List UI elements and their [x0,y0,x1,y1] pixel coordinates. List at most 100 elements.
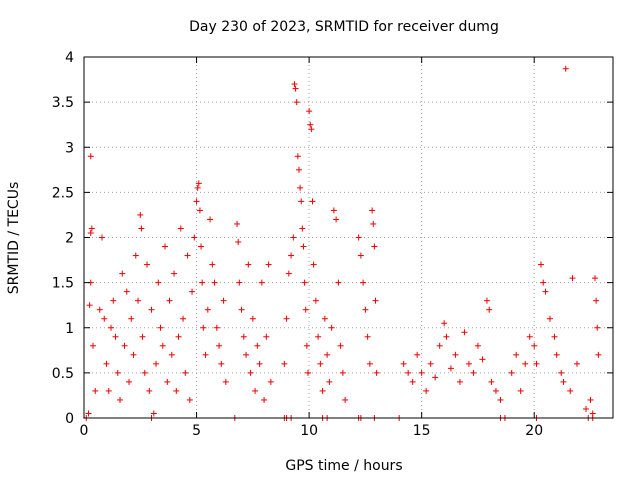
data-point [285,270,292,277]
data-point [171,270,178,277]
data-point [88,225,95,232]
data-point [569,275,576,282]
data-point [180,315,187,322]
data-point [144,261,151,268]
data-point [542,288,549,295]
data-point [196,207,203,214]
data-point [587,396,594,403]
data-point [364,333,371,340]
data-point [249,315,256,322]
data-point [288,252,295,259]
data-point [139,333,146,340]
data-point [137,211,144,218]
y-axis-ticks: 0 0.5 1 1.5 2 2.5 3 3.5 4 [52,50,613,427]
data-point [199,279,206,286]
data-point [479,356,486,363]
data-point [110,297,117,304]
data-point [291,81,298,88]
data-point [443,333,450,340]
data-point [319,387,326,394]
data-point [299,225,306,232]
data-point [92,387,99,394]
y-tick-label: 3.5 [52,95,74,111]
data-point [441,320,448,327]
y-tick-label: 1.5 [52,276,74,292]
data-point [304,369,311,376]
y-tick-label: 3 [65,140,74,156]
data-point [218,360,225,367]
data-point [302,306,309,313]
data-point [342,396,349,403]
data-point [526,333,533,340]
data-point [360,279,367,286]
data-point [405,369,412,376]
x-tick-label: 15 [413,423,431,439]
x-tick-label: 0 [80,423,89,439]
data-point [101,315,108,322]
data-point [220,297,227,304]
data-point [175,333,182,340]
data-point [483,297,490,304]
data-point [582,405,589,412]
data-point [337,342,344,349]
data-point [562,65,569,72]
data-point [193,198,200,205]
data-point [594,324,601,331]
data-point [452,351,459,358]
y-tick-label: 0.5 [52,366,74,382]
data-point [595,351,602,358]
data-point [252,387,259,394]
x-tick-label: 10 [300,423,318,439]
data-point [366,360,373,367]
data-point [155,279,162,286]
data-point [357,252,364,259]
data-point [321,315,328,322]
data-point [355,234,362,241]
data-points [83,65,602,421]
data-point [114,369,121,376]
data-point [558,369,565,376]
data-point [517,387,524,394]
data-point [369,207,376,214]
data-point [317,360,324,367]
data-point [297,184,304,191]
y-tick-label: 2.5 [52,185,74,201]
data-point [474,342,481,349]
data-point [119,270,126,277]
data-point [186,396,193,403]
data-point [182,369,189,376]
data-point [141,369,148,376]
data-point [128,315,135,322]
data-point [112,333,119,340]
data-point [312,297,319,304]
data-point [108,324,115,331]
data-point [522,360,529,367]
data-point [166,297,173,304]
data-point [103,360,110,367]
data-point [436,342,443,349]
data-point [409,378,416,385]
data-point [265,261,272,268]
data-point [573,360,580,367]
data-point [211,279,218,286]
data-point [461,329,468,336]
data-point [301,279,308,286]
data-point [324,351,331,358]
data-point [470,369,477,376]
data-point [553,351,560,358]
x-tick-label: 20 [525,423,543,439]
data-point [90,342,97,349]
data-point [138,225,145,232]
data-point [537,261,544,268]
data-point [295,166,302,173]
data-point [126,378,133,385]
data-point [236,279,243,286]
data-point [486,306,493,313]
data-point [135,297,142,304]
data-point [310,261,317,268]
data-point [162,243,169,250]
data-point [234,220,241,227]
data-point [159,342,166,349]
data-point [593,297,600,304]
